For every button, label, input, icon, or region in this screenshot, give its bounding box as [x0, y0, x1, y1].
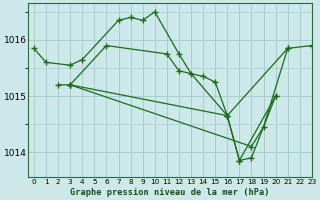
X-axis label: Graphe pression niveau de la mer (hPa): Graphe pression niveau de la mer (hPa)	[70, 188, 270, 197]
